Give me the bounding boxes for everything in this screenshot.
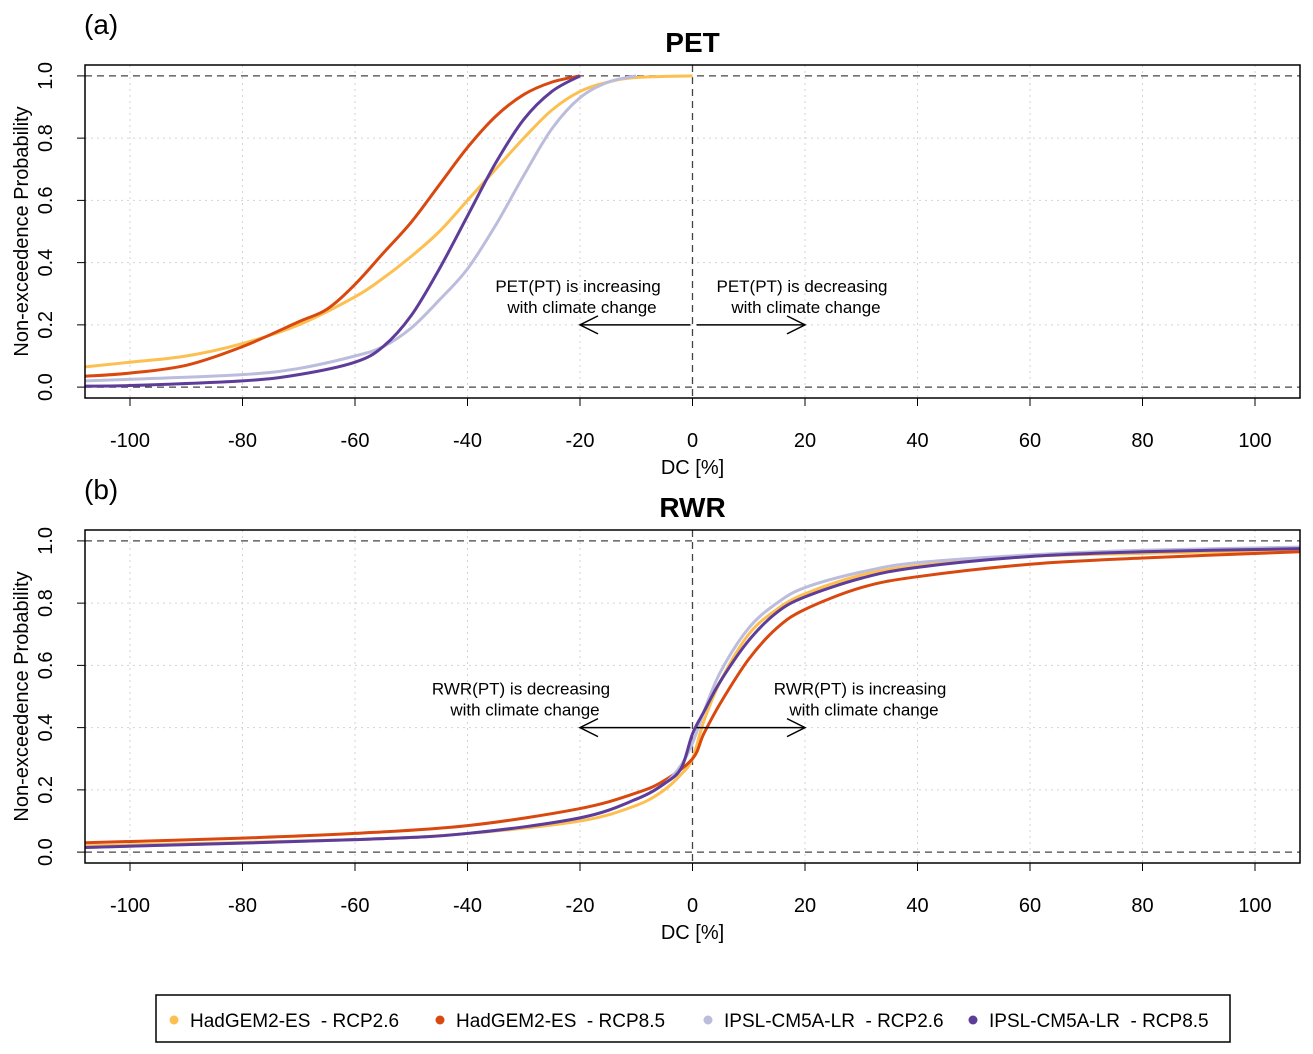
annotation-text: with climate change	[449, 701, 599, 720]
chart-title: RWR	[659, 492, 725, 523]
x-tick-label: -40	[453, 895, 482, 917]
y-tick-label: 0.2	[35, 311, 57, 339]
y-tick-label: 0.6	[35, 186, 57, 214]
y-tick-label: 0.4	[35, 714, 57, 742]
arrow-head	[786, 717, 807, 738]
series-line-had85	[84, 74, 581, 378]
legend-marker-had85	[435, 1015, 445, 1025]
y-tick-label: 0.8	[35, 589, 57, 617]
annotation-text: RWR(PT) is increasing	[774, 680, 947, 699]
x-tick-label: -20	[566, 895, 595, 917]
x-tick-label: 100	[1238, 430, 1271, 452]
y-axis-label: Non-exceedence Probability	[11, 106, 33, 356]
y-tick-label: 0.0	[35, 373, 57, 401]
legend-marker-had26	[169, 1015, 179, 1025]
series-line-had85	[84, 550, 1301, 845]
x-tick-label: -80	[228, 895, 257, 917]
x-tick-label: 60	[1019, 430, 1041, 452]
legend-label: HadGEM2-ES - RCP2.6	[190, 1011, 399, 1032]
x-tick-label: -80	[228, 430, 257, 452]
annotation-text: RWR(PT) is decreasing	[432, 680, 610, 699]
series-line-ipsl85	[84, 547, 1301, 849]
panel-label: (b)	[84, 474, 118, 505]
x-tick-label: 40	[906, 430, 928, 452]
y-tick-label: 0.8	[35, 124, 57, 152]
panel-label: (a)	[84, 9, 118, 40]
annotation-text: with climate change	[506, 298, 656, 317]
x-tick-label: 20	[794, 895, 816, 917]
y-tick-label: 0.2	[35, 776, 57, 804]
x-tick-label: -60	[341, 430, 370, 452]
y-axis-label: Non-exceedence Probability	[11, 571, 33, 821]
arrow-head	[578, 717, 599, 738]
legend-marker-ipsl26	[703, 1015, 713, 1025]
x-tick-label: -20	[566, 430, 595, 452]
series-line-had26	[84, 74, 693, 369]
x-tick-label: 60	[1019, 895, 1041, 917]
panel-rwr: -100 -80 -60 -40 -20 0 20 40 60 80 100 0.0 0.2 0.4 0.6…	[11, 474, 1301, 944]
x-tick-label: 100	[1238, 895, 1271, 917]
legend-marker-ipsl85	[968, 1015, 978, 1025]
legend-label: HadGEM2-ES - RCP8.5	[456, 1011, 665, 1032]
x-tick-label: -40	[453, 430, 482, 452]
panel-pet: -100 -80 -60 -40 -20 0 20 40 60 80 100 0.0 0.2 0.4 0.6…	[11, 9, 1301, 479]
chart-title: PET	[665, 27, 719, 58]
series-line-ipsl85	[84, 74, 581, 388]
legend-box	[155, 994, 1231, 1043]
y-tick-label: 1.0	[35, 527, 57, 555]
x-tick-label: 80	[1131, 430, 1153, 452]
x-tick-label: 0	[687, 430, 698, 452]
x-tick-label: 40	[906, 895, 928, 917]
annotation-text: with climate change	[788, 701, 938, 720]
annotation-text: PET(PT) is increasing	[495, 277, 660, 296]
legend: HadGEM2-ES - RCP2.6 HadGEM2-ES - RCP8.5 IP…	[155, 994, 1231, 1043]
annotation-text: with climate change	[730, 298, 880, 317]
y-tick-label: 0.0	[35, 838, 57, 866]
legend-label: IPSL-CM5A-LR - RCP2.6	[724, 1011, 944, 1032]
annotation-text: PET(PT) is decreasing	[717, 277, 888, 296]
x-tick-label: 20	[794, 430, 816, 452]
arrow-head	[578, 315, 599, 335]
x-tick-label: -100	[110, 895, 150, 917]
y-tick-label: 1.0	[35, 62, 57, 90]
arrow-head	[786, 315, 807, 335]
x-tick-label: 80	[1131, 895, 1153, 917]
series-line-ipsl26	[84, 74, 637, 383]
x-tick-label: -100	[110, 430, 150, 452]
x-tick-label: -60	[341, 895, 370, 917]
y-tick-label: 0.6	[35, 651, 57, 679]
x-axis-label: DC [%]	[661, 457, 724, 479]
x-tick-label: 0	[687, 895, 698, 917]
y-tick-label: 0.4	[35, 249, 57, 277]
legend-label: IPSL-CM5A-LR - RCP8.5	[989, 1011, 1209, 1032]
x-axis-label: DC [%]	[661, 922, 724, 944]
